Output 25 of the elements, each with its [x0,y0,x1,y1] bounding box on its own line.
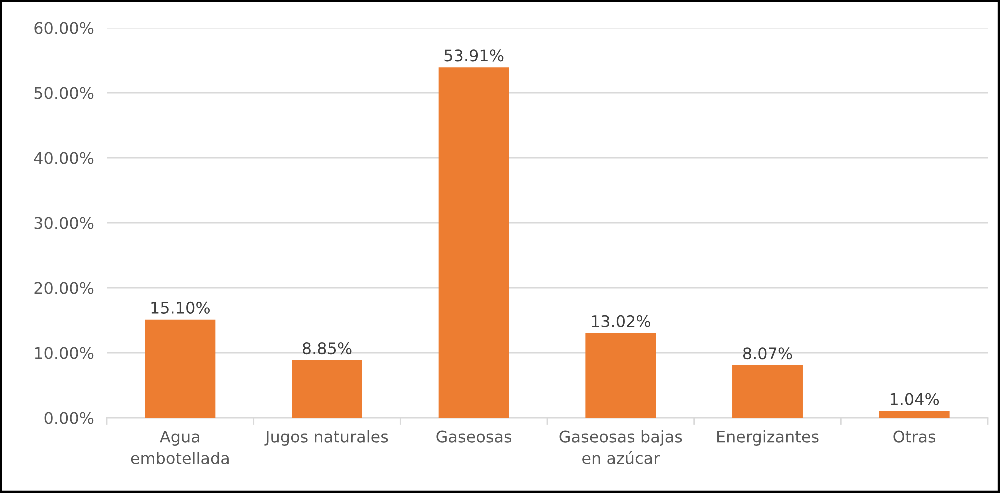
bar [438,68,510,418]
y-tick-label: 10.00% [35,347,94,360]
data-label: 8.85% [302,342,352,355]
bar [292,360,362,418]
bar [732,366,803,418]
data-label: 8.07% [743,348,792,360]
x-tick-label: Gaseosas [436,430,512,443]
y-tick-label: 30.00% [34,217,94,230]
bar [879,411,950,418]
data-label: 13.02% [592,315,650,328]
y-tick-label: 50.00% [34,87,94,100]
bar [586,333,656,418]
data-label: 1.04% [890,393,940,406]
y-tick-label: 20.00% [34,282,94,294]
y-tick-label: 60.00% [34,22,94,34]
bar [145,320,216,418]
y-tick-label: 40.00% [34,152,94,164]
x-tick-label: Energizantes [718,430,819,446]
x-tick-label: Otras [894,430,936,443]
y-tick-label: 0.00% [44,412,94,424]
x-tick-label: Jugos naturales [264,430,388,446]
data-label: 15.10% [152,302,210,314]
x-tick-label: Agua embotellada [131,430,229,464]
x-tick-label: Gaseosas bajas en azúcar [560,430,682,464]
data-label: 53.91% [444,50,504,62]
